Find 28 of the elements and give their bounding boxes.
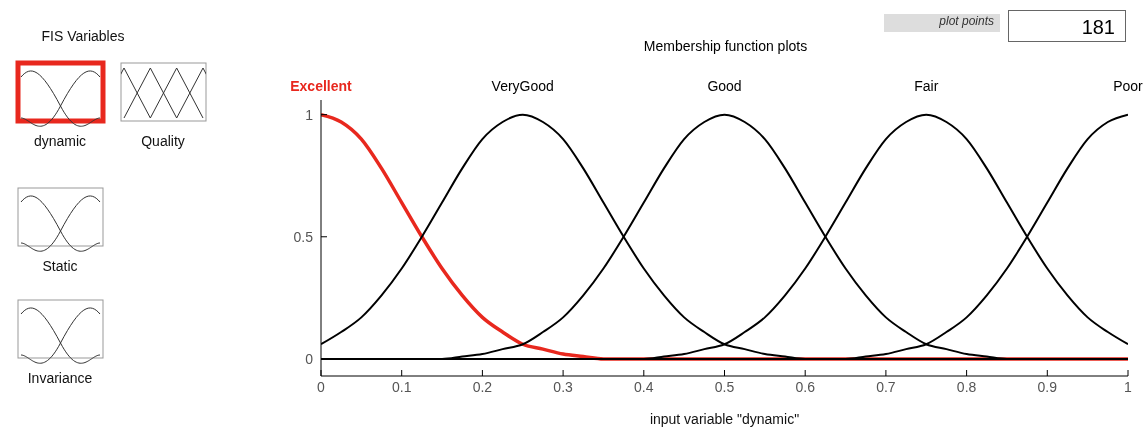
text: dynamic	[32, 133, 88, 149]
x-tick-label: 1	[1124, 378, 1133, 395]
series-label: Fair	[914, 77, 939, 94]
x-tick-label: 0.3	[553, 378, 574, 395]
y-tick-label: 0	[305, 350, 314, 367]
text: 181	[1008, 10, 1126, 42]
text: Excellent	[290, 77, 353, 94]
x-tick-label: 0	[317, 378, 326, 395]
text: FIS Variables	[40, 28, 126, 44]
x-axis-title: input variable "dynamic"	[649, 411, 800, 427]
x-tick-label: 0.7	[876, 378, 896, 395]
text: Static	[41, 258, 79, 274]
series-label: Poor	[1113, 77, 1143, 94]
text: plot points	[884, 14, 1000, 32]
y-tick-label: 0.5	[293, 228, 314, 245]
x-tick-label: 0.4	[634, 378, 654, 395]
x-tick-label: 0.9	[1037, 378, 1058, 395]
x-tick-label: 0.5	[714, 378, 735, 395]
x-tick-label: 0.8	[956, 378, 977, 395]
text: VeryGood	[491, 77, 554, 94]
chart-title: Membership function plots	[642, 38, 809, 54]
x-tick-label: 0.6	[795, 378, 816, 395]
x-tick-label: 0.1	[391, 378, 412, 395]
text: Quality	[140, 133, 186, 149]
series-label: Good	[707, 77, 742, 94]
y-tick-label: 1	[305, 106, 314, 123]
text: Invariance	[26, 370, 94, 386]
x-tick-label: 0.2	[472, 378, 493, 395]
